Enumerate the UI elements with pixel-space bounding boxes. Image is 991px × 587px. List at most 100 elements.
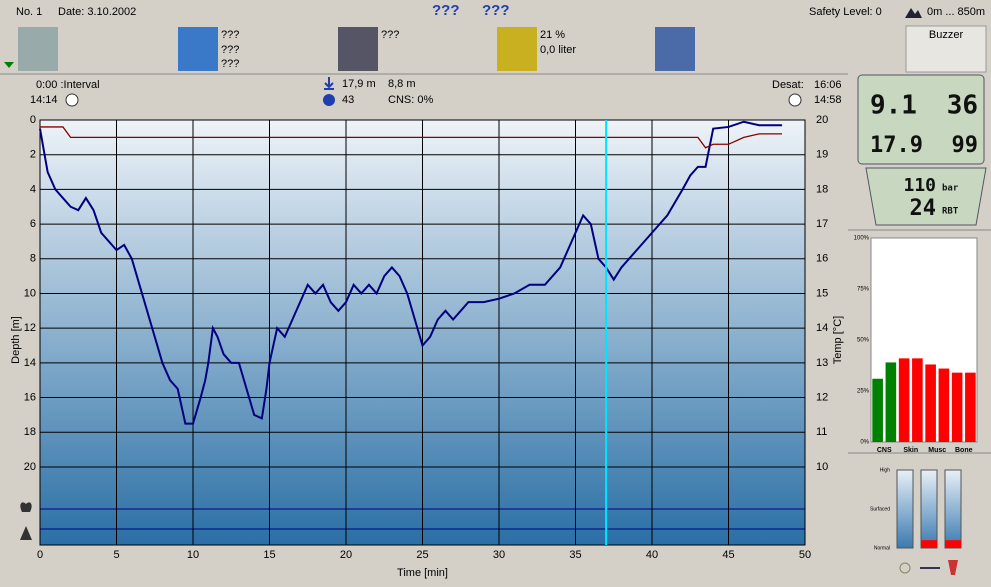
weather-1: ??? [221,29,239,41]
mountain-icon [905,8,922,18]
y2-tick-label: 18 [816,183,828,195]
bar [951,372,963,442]
y2-tick-label: 14 [816,322,828,334]
duration: 43 [342,94,354,106]
lcd-pressure: 110 [903,175,936,196]
gauge [896,469,914,549]
y-tick-label: 0% [860,440,869,446]
y2-tick-label: 10 [816,461,828,473]
gas-o2: 21 % [540,29,565,41]
gauge [944,469,962,549]
avg-depth: 8,8 m [388,78,416,90]
dropdown-arrow[interactable] [4,62,14,68]
x-tick-label: Skin [903,447,918,454]
y-tick-label: 20 [24,461,36,473]
weather-3: ??? [221,58,239,70]
altitude: 0m ... 850m [927,6,985,18]
x-tick-label: 10 [187,549,199,561]
gauge-level [921,540,937,548]
duration-icon [323,94,335,106]
pressure-display [865,167,987,226]
lcd-bar: bar [942,184,959,194]
lcd-depth: 9.1 [870,91,917,121]
ascent-icon [20,526,32,540]
y-tick-label: 8 [30,253,36,265]
bar [938,368,950,442]
y-tick-label: 16 [24,391,36,403]
y-tick-label: 50% [857,338,870,344]
x-tick-label: 0 [37,549,43,561]
y2-tick-label: 11 [816,426,827,438]
dive-number: No. 1 [16,6,42,18]
camera-text: ??? [381,29,399,41]
y-tick-label: 100% [854,236,870,242]
lcd-time: 36 [947,91,978,121]
x-tick-label: Bone [955,447,973,454]
x-tick-label: 30 [493,549,505,561]
x-tick-label: 25 [416,549,428,561]
desat-label: Desat: [772,79,804,91]
bar [965,372,976,442]
y-tick-label: Surfaced [870,506,890,512]
safety-level: Safety Level: 0 [809,6,882,18]
x-tick-label: 35 [569,549,581,561]
depth-icon [324,77,334,90]
buzzer: Buzzer [929,29,964,41]
gauge [920,469,938,549]
y-tick-label: 12 [24,322,36,334]
y-tick-label: 75% [857,287,870,293]
weather-icon[interactable] [178,27,218,71]
dive-date: Date: 3.10.2002 [58,6,136,18]
tank-icon[interactable] [497,27,537,71]
y-tick-label: Normal [874,545,890,551]
site-name: ??? [432,2,460,19]
lung-icon [20,502,32,512]
y2-tick-label: 17 [816,218,828,230]
bar [925,364,936,442]
clock-icon [65,93,79,107]
y2-tick-label: 15 [816,287,828,299]
bar [898,358,910,442]
start-time: 14:14 [30,94,58,106]
x-tick-label: Musc [928,447,946,454]
computer-display [857,74,985,165]
y-tick-label: 0 [30,114,36,126]
x-tick-label: 50 [799,549,811,561]
plot-frame [39,119,806,546]
diver-icon[interactable] [655,27,695,71]
y-tick-label: 6 [30,218,36,230]
y2-axis-label: Temp [°C] [832,316,844,364]
interval: 0:00 :Interval [36,79,100,91]
y-tick-label: 14 [24,357,36,369]
cns: CNS: 0% [388,94,433,106]
y2-tick-label: 12 [816,391,828,403]
camera-icon[interactable] [338,27,378,71]
gas-volume: 0,0 liter [540,44,576,56]
y-tick-label: 10 [24,287,36,299]
bar [872,378,883,442]
buddy-name: ??? [482,2,510,19]
lcd-rbt: 24 [910,196,937,221]
y-tick-label: 2 [30,149,36,161]
divers-icon[interactable] [18,27,58,71]
clock-icon [788,93,802,107]
y2-tick-label: 20 [816,114,828,126]
y2-tick-label: 13 [816,357,828,369]
x-tick-label: 15 [263,549,275,561]
bar [912,358,923,442]
y2-tick-label: 16 [816,253,828,265]
buzzer-box[interactable] [905,25,987,73]
y-axis-label: Depth [m] [10,316,22,364]
y-tick-label: High [880,467,891,473]
lcd-rbt-label: RBT [942,207,959,217]
y-tick-label: 25% [857,389,870,395]
desat: 16:06 [814,79,842,91]
weather-2: ??? [221,44,239,56]
gauge-level [945,540,961,548]
x-tick-label: 20 [340,549,352,561]
x-tick-label: 5 [113,549,119,561]
max-depth: 17,9 m [342,78,376,90]
lcd-max: 17.9 [870,133,923,158]
gauge-icon [948,560,958,575]
